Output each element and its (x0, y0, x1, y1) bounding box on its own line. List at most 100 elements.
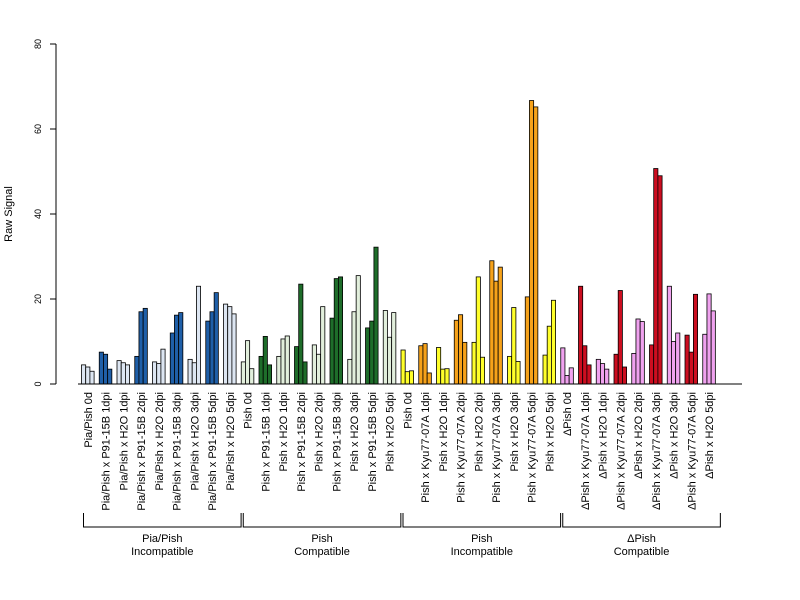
bar (604, 368, 610, 385)
bar (515, 361, 521, 385)
bar (160, 348, 166, 385)
group-bracket (402, 513, 562, 528)
bar (351, 311, 357, 385)
x-tick-label: Pish x H2O 3dpi (509, 392, 521, 471)
bar (479, 356, 485, 385)
bar (311, 344, 317, 385)
bar (227, 306, 233, 385)
bar (142, 307, 148, 385)
bar (103, 353, 109, 385)
group-label-line1: Pish (471, 533, 492, 545)
bar (666, 285, 672, 385)
bar (657, 175, 663, 385)
x-tick-label: Pia/Pish x H2O 5dpi (225, 392, 237, 490)
bar (116, 360, 122, 385)
bar (209, 311, 215, 385)
group-label-line1: ΔPish (627, 533, 656, 545)
bar (280, 338, 286, 385)
x-tick-label: ΔPish x H2O 3dpi (669, 392, 681, 479)
bar (684, 334, 690, 385)
x-tick-label: Pia/Pish x P91-15B 2dpi (136, 392, 148, 511)
bar (89, 370, 95, 385)
bar (706, 293, 712, 385)
bar (347, 358, 353, 385)
bar (320, 306, 326, 385)
bar (507, 355, 513, 385)
bar (710, 310, 716, 385)
bar (564, 375, 570, 385)
bar (187, 358, 193, 385)
bar (426, 372, 432, 385)
bar (586, 364, 592, 385)
x-tick-labels: Pia/Pish 0d Pia/Pish x P91-15B 1dpi Pia/Pi… (83, 392, 716, 511)
x-tick-label: Pish x Kyu77-07A 1dpi (420, 392, 432, 503)
bar (436, 347, 442, 385)
bar (400, 349, 406, 385)
bar (174, 314, 180, 385)
y-axis: 0 20 40 60 80 (33, 39, 57, 387)
group-label-line1: Pish (311, 533, 332, 545)
bar (213, 292, 219, 385)
bar (560, 347, 566, 385)
bar (511, 307, 517, 385)
bar (462, 341, 468, 385)
group-bracket (562, 513, 721, 528)
bar (138, 311, 144, 385)
y-tick-label: 60 (33, 124, 43, 134)
x-tick-label: Pish x P91-15B 2dpi (296, 392, 308, 492)
bar (493, 280, 499, 385)
bar (134, 355, 140, 385)
bar (231, 313, 237, 385)
x-tick-label: Pish x H2O 5dpi (385, 392, 397, 471)
bar (688, 351, 694, 385)
bar (440, 368, 446, 385)
bar (489, 260, 495, 385)
bar (249, 368, 255, 385)
bar (266, 364, 272, 385)
bar (223, 303, 229, 385)
group-label-line2: Compatible (294, 546, 350, 558)
bar (546, 325, 552, 385)
x-tick-label: Pish x H2O 1dpi (438, 392, 450, 471)
bar (107, 368, 113, 385)
group-label-line2: Incompatible (451, 546, 513, 558)
x-tick-label: Pish x Kyu77-07A 2dpi (456, 392, 468, 503)
x-tick-label: Pish x H2O 1dpi (278, 392, 290, 471)
bar (649, 344, 655, 385)
bar (635, 318, 641, 385)
bar (387, 336, 393, 385)
group-brackets: Pia/PishIncompatiblePishCompatiblePishIn… (83, 513, 721, 558)
bar (458, 314, 464, 385)
bar (258, 355, 264, 385)
bar (533, 106, 539, 385)
bar (524, 296, 530, 385)
bar (125, 364, 131, 385)
bar (595, 358, 601, 385)
x-tick-label: Pish 0d (402, 392, 414, 429)
bar (702, 333, 708, 385)
x-tick-label: Pish x H2O 2dpi (314, 392, 326, 471)
bar (542, 354, 548, 385)
bar (653, 168, 659, 385)
bar (302, 361, 308, 385)
bar (418, 345, 424, 385)
bar (671, 341, 677, 385)
group-bracket (83, 513, 242, 528)
bar (191, 362, 197, 385)
x-tick-label: ΔPish 0d (562, 392, 574, 436)
bar (617, 290, 623, 385)
bar (355, 275, 361, 385)
bar (245, 340, 251, 385)
bar (444, 368, 450, 385)
bar (284, 335, 290, 385)
x-tick-label: Pia/Pish x H2O 1dpi (118, 392, 130, 490)
x-tick-label: Pish x P91-15B 1dpi (260, 392, 272, 492)
bar (156, 363, 162, 385)
bar (408, 370, 414, 385)
x-tick-label: ΔPish x H2O 5dpi (704, 392, 716, 479)
x-tick-label: Pia/Pish x H2O 3dpi (189, 392, 201, 490)
group-label-line2: Compatible (614, 546, 670, 558)
bar (391, 312, 397, 385)
bar (369, 320, 375, 385)
